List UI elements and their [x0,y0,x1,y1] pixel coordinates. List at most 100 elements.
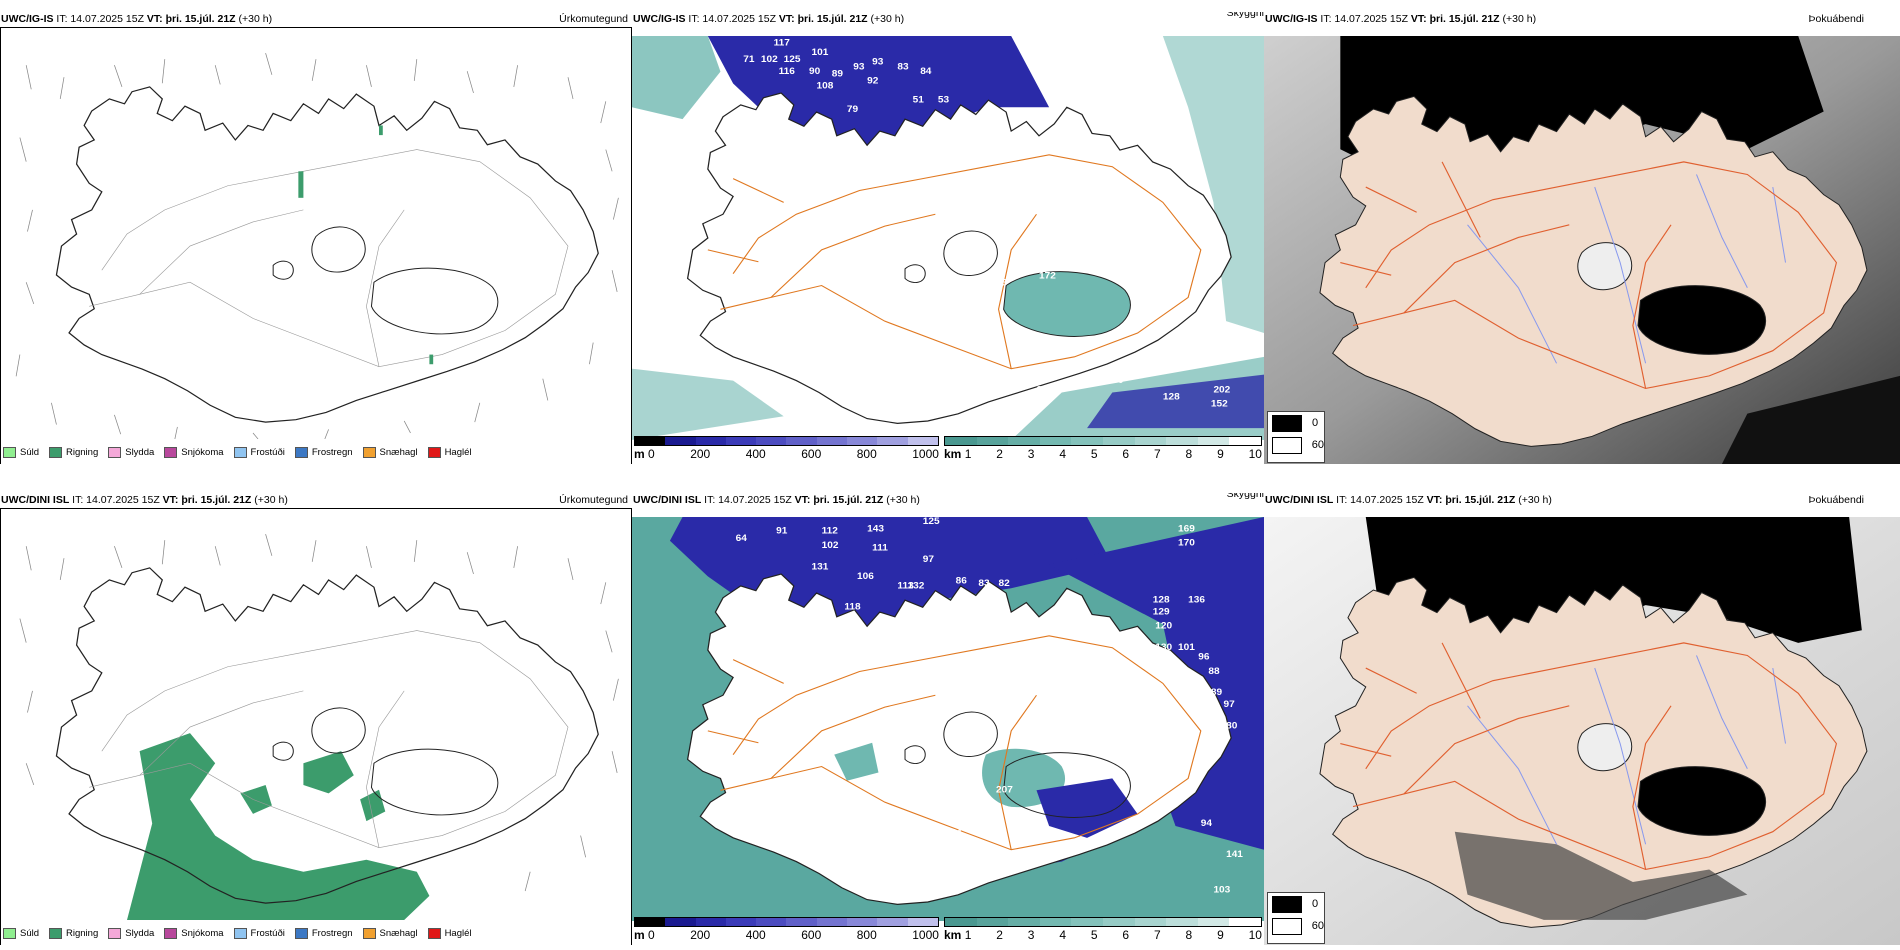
cloud-height-label: 132 [908,581,925,592]
panel-title: UWC/DINI ISL IT: 14.07.2025 15Z VT: þri.… [633,494,920,506]
panel-title: UWC/IG-IS IT: 14.07.2025 15Z VT: þri. 15… [1265,13,1537,25]
cloud-height-label: 103 [1213,885,1230,896]
panel-field-label: Úrkomutegund [559,494,628,506]
cloud-height-label: 63 [996,278,1008,289]
panel-field-label: Skyggni [1226,493,1264,500]
fog-indicator-panel-top: UWC/IG-IS IT: 14.07.2025 15Z VT: þri. 15… [1264,12,1900,464]
cloud-visibility-panel-top: UWC/IG-IS IT: 14.07.2025 15Z VT: þri. 15… [632,12,1264,464]
rain-area [127,733,430,920]
cloud-height-label: 113 [897,581,914,592]
cloud-height-label: 117 [774,38,791,49]
fog-map [1264,36,1900,464]
cloud-height-label: 118 [844,602,861,613]
fog-legend: 0 60 [1267,892,1325,944]
cloud-height-label: 136 [1188,595,1205,606]
cloud-height-label: 120 [1155,621,1172,632]
cloud-height-label: 116 [779,66,796,77]
precip-panel-bottom: UWC/DINI ISL IT: 14.07.2025 15Z VT: þri.… [0,493,632,945]
cloud-base-scale: m 0 200 400 600 800 1000 [634,436,939,461]
cloud-height-label: 80 [1226,721,1238,732]
rivers [1467,174,1787,364]
visibility-scale: km 1 2 3 4 5 6 7 8 9 10 [944,917,1262,942]
precip-type-legend: Súld Rigning Slydda Snjókoma Frostúði Fr… [3,922,472,944]
cloud-height-label: 141 [1226,849,1243,860]
cloud-height-label: 207 [996,785,1013,796]
cloud-height-label: 89 [940,830,952,841]
roads [1340,161,1838,390]
legend-item: Snjókoma [164,927,224,939]
cloud-height-label: 101 [811,47,828,58]
cloud-height-label: 84 [920,66,932,77]
roads [1340,642,1838,871]
cloud-height-label: 169 [1178,524,1195,535]
cloud-height-label: 44 [951,828,963,839]
cloud-height-label: 202 [1213,385,1230,396]
panel-title: UWC/DINI ISL IT: 14.07.2025 15Z VT: þri.… [1265,494,1552,506]
cloud-height-label: 96 [1198,652,1210,663]
cloud-height-label: 93 [872,57,884,68]
roads [707,154,1202,370]
visibility-scale: km 1 2 3 4 5 6 7 8 9 10 [944,436,1262,461]
panel-field-label: Úrkomutegund [559,13,628,25]
cloud-height-label: 91 [776,526,788,537]
cloud-height-label: 116 [1074,380,1091,391]
legend-item: Frostregn [294,446,353,458]
legend-item: Frostúði [233,446,285,458]
legend-item: Rigning [49,446,98,458]
wind-barbs [19,534,619,892]
cloud-height-label: 152 [1211,399,1228,410]
cloud-height-label: 122 [966,259,983,270]
cloud-height-label: 92 [867,76,879,87]
legend-item: Rigning [49,927,98,939]
cloud-height-label: 97 [1224,699,1236,710]
cloud-height-label: 516 [925,861,942,872]
fog-map [1264,517,1900,945]
cloud-height-label: 80 [902,799,914,810]
rivers [1467,655,1787,845]
roads [89,149,569,367]
panel-field-label: Þokuábendi [1808,494,1864,506]
cloud-height-label: 128 [1163,392,1180,403]
rain-spots [298,125,434,365]
cloud-height-label: 111 [872,543,888,554]
cloud-height-label: 89 [832,69,844,80]
legend-item: Súld [3,446,39,458]
precip-type-legend: Súld Rigning Slydda Snjókoma Frostúði Fr… [3,441,472,463]
fog-legend: 0 60 [1267,411,1325,463]
cloud-height-label: 170 [1178,538,1195,549]
wind-barbs [15,53,619,439]
cloud-height-label: 40 [892,892,904,903]
cloud-height-label: 130 [1155,642,1172,653]
cloud-height-label: 97 [923,554,935,565]
cloud-height-label: 89 [1211,687,1223,698]
panel-field-label: Skyggni [1226,12,1264,19]
cloud-height-label: 172 [1039,271,1056,282]
legend-item: Frostúði [233,927,285,939]
legend-item: Haglél [427,927,472,939]
panel-title: UWC/DINI ISL IT: 14.07.2025 15Z VT: þri.… [1,494,288,506]
cloud-height-label: 102 [761,54,778,65]
roads [707,635,1202,851]
panel-title: UWC/IG-IS IT: 14.07.2025 15Z VT: þri. 15… [1,13,273,25]
cloud-height-label: 253 [1036,385,1053,396]
cloud-height-label: 131 [811,562,828,573]
cloud-height-label: 146 [1049,382,1066,393]
cloud-height-label: 64 [736,533,748,544]
legend-item: Slydda [108,927,154,939]
cloud-height-label: 143 [867,524,884,535]
cloud-height-label: 83 [978,578,990,589]
cloud-height-label: 93 [853,62,865,73]
cloud-height-label: 51 [913,95,925,106]
cloud-visibility-panel-bottom: UWC/DINI ISL IT: 14.07.2025 15Z VT: þri.… [632,493,1264,945]
cloud-height-label: 102 [822,540,839,551]
cloud-height-label: 90 [1112,375,1124,386]
cloud-height-label: 88 [1208,666,1220,677]
cloud-height-label: 128 [1153,595,1170,606]
cloud-height-label: 71 [743,54,755,65]
precip-map [15,53,619,439]
cloud-height-label: 86 [956,576,968,587]
cloud-height-label: 129 [1153,607,1170,618]
cloud-height-label: 53 [938,95,950,106]
